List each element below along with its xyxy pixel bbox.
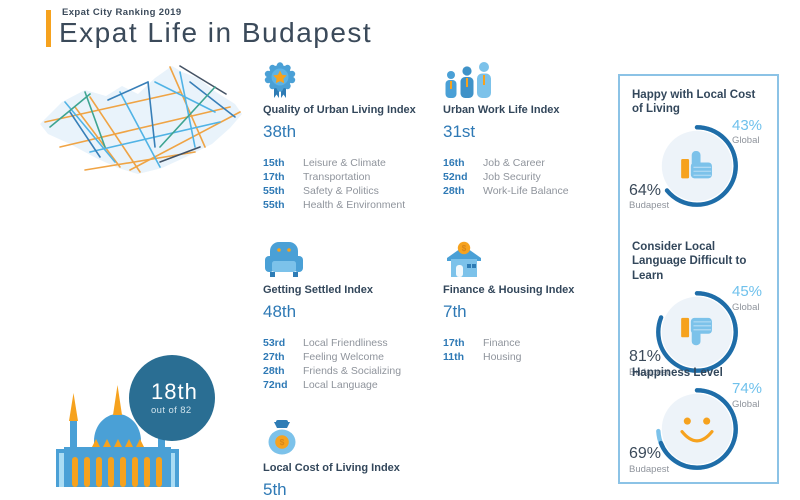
index-card-urban-work-life: Urban Work Life Index 31st 16th Job & Ca… bbox=[443, 62, 615, 197]
gauge-box: 45% Global 81% Budapest bbox=[620, 284, 777, 386]
budapest-label: Budapest bbox=[629, 366, 670, 378]
subcategory-list: 53rd Local Friendliness 27th Feeling Wel… bbox=[263, 337, 435, 391]
global-stat: 45% Global bbox=[732, 284, 762, 313]
subcategory-label: Transportation bbox=[303, 171, 371, 183]
global-percentage: 74% bbox=[732, 380, 763, 398]
global-percentage: 45% bbox=[732, 283, 763, 301]
index-card-quality-of-urban-living: Quality of Urban Living Index 38th 15th … bbox=[263, 62, 435, 211]
subcategory-rank: 17th bbox=[443, 337, 465, 349]
money-bag-icon: $ bbox=[268, 420, 296, 455]
subcategory-label: Leisure & Climate bbox=[303, 157, 386, 169]
svg-text:$: $ bbox=[462, 244, 467, 253]
subcategory-rank: 28th bbox=[443, 185, 465, 197]
overall-rank-caption: out of 82 bbox=[151, 404, 192, 416]
index-rank: 38th bbox=[263, 122, 297, 141]
global-stat: 43% Global bbox=[732, 116, 763, 147]
gauge-title: Happiness Level bbox=[632, 367, 723, 379]
subcategory-label: Feeling Welcome bbox=[303, 351, 384, 363]
subcategory-label: Friends & Socializing bbox=[303, 365, 402, 377]
donut-gauge bbox=[656, 124, 738, 207]
global-stat: 74% Global bbox=[732, 381, 762, 410]
donut-gauge bbox=[656, 388, 738, 471]
subcategory-rank: 15th bbox=[263, 157, 285, 169]
gauge-box: 43% Global 64% Budapest bbox=[620, 116, 777, 220]
gauge-box: 74% Global 69% Budapest bbox=[620, 381, 777, 483]
stats-panel: Happy with Local Cost of Living bbox=[618, 74, 779, 484]
global-label: Global bbox=[732, 135, 760, 147]
index-rank: 48th bbox=[263, 302, 297, 321]
global-percentage: 43% bbox=[732, 116, 763, 134]
gauge-happiness-level: Happiness Level 74% Global bbox=[620, 366, 777, 483]
gauge-language-difficult: Consider Local Language Difficult to Lea… bbox=[620, 240, 777, 386]
budapest-percentage: 64% bbox=[629, 181, 662, 199]
subcategory-rank: 55th bbox=[263, 199, 285, 211]
budapest-percentage: 69% bbox=[629, 445, 662, 463]
subcategory-label: Finance bbox=[483, 337, 521, 349]
subcategory-rank: 55th bbox=[263, 185, 285, 197]
gauge-happy-with-cost-of-living: Happy with Local Cost of Living bbox=[620, 88, 777, 220]
donut-gauge bbox=[656, 291, 738, 374]
overall-rank-badge: 18th out of 82 bbox=[129, 355, 215, 441]
budapest-label: Budapest bbox=[629, 200, 670, 212]
workers-icon bbox=[445, 62, 491, 98]
subcategory-label: Health & Environment bbox=[303, 199, 406, 211]
index-card-getting-settled: Getting Settled Index 48th 53rd Local Fr… bbox=[263, 240, 435, 391]
subcategory-rank: 11th bbox=[443, 351, 465, 363]
subcategory-label: Job Security bbox=[483, 171, 541, 183]
index-rank: 7th bbox=[443, 302, 467, 321]
svg-text:$: $ bbox=[280, 437, 285, 447]
index-rank: 5th bbox=[263, 480, 287, 499]
global-label: Global bbox=[732, 301, 760, 313]
accent-bar bbox=[46, 10, 51, 47]
index-rank: 31st bbox=[443, 122, 476, 141]
subcategory-label: Local Friendliness bbox=[303, 337, 388, 349]
armchair-icon bbox=[265, 242, 303, 277]
rosette-badge-icon bbox=[264, 62, 296, 98]
index-card-local-cost-of-living: $ Local Cost of Living Index 5th bbox=[263, 418, 435, 500]
index-title: Urban Work Life Index bbox=[443, 104, 560, 116]
budapest-percentage: 81% bbox=[629, 348, 662, 366]
house-coin-icon: $ bbox=[447, 241, 481, 277]
subcategory-label: Housing bbox=[483, 351, 522, 363]
gauge-title: Happy with Local Cost of Living bbox=[632, 89, 756, 116]
overall-rank: 18th bbox=[151, 378, 198, 404]
smiley-face-icon bbox=[680, 417, 714, 443]
hungary-map-graphic bbox=[40, 65, 242, 174]
subcategory-label: Work-Life Balance bbox=[483, 185, 569, 197]
gauge-title: Consider Local Language Difficult to Lea… bbox=[632, 241, 747, 282]
index-card-finance-housing: $ Finance & Housing Index 7th 17th Finan… bbox=[443, 240, 615, 363]
thumbs-up-icon bbox=[681, 150, 712, 179]
global-label: Global bbox=[732, 398, 760, 410]
subcategory-rank: 72nd bbox=[263, 379, 288, 391]
subcategory-list: 16th Job & Career 52nd Job Security 28th… bbox=[443, 157, 615, 197]
budapest-label: Budapest bbox=[629, 463, 670, 475]
subcategory-rank: 16th bbox=[443, 157, 465, 169]
budapest-stat: 81% Budapest bbox=[629, 348, 669, 378]
parliament-building-illustration bbox=[56, 385, 179, 487]
subcategory-label: Local Language bbox=[303, 379, 378, 391]
budapest-stat: 64% Budapest bbox=[629, 182, 669, 212]
kicker: Expat City Ranking 2019 bbox=[62, 7, 182, 18]
subcategory-rank: 27th bbox=[263, 351, 285, 363]
subcategory-label: Job & Career bbox=[483, 157, 545, 169]
index-title: Finance & Housing Index bbox=[443, 284, 575, 296]
subcategory-rank: 53rd bbox=[263, 337, 286, 349]
subcategory-rank: 17th bbox=[263, 171, 285, 183]
subcategory-list: 15th Leisure & Climate 17th Transportati… bbox=[263, 157, 435, 211]
thumbs-down-icon bbox=[681, 318, 712, 346]
subcategory-label: Safety & Politics bbox=[303, 185, 379, 197]
subcategory-rank: 28th bbox=[263, 365, 285, 377]
budapest-stat: 69% Budapest bbox=[629, 445, 669, 475]
index-title: Quality of Urban Living Index bbox=[263, 104, 416, 116]
subcategory-rank: 52nd bbox=[443, 171, 468, 183]
index-title: Local Cost of Living Index bbox=[263, 462, 400, 474]
index-title: Getting Settled Index bbox=[263, 284, 374, 296]
subcategory-list: 17th Finance 11th Housing bbox=[443, 337, 615, 363]
page-title: Expat Life in Budapest bbox=[59, 17, 373, 48]
